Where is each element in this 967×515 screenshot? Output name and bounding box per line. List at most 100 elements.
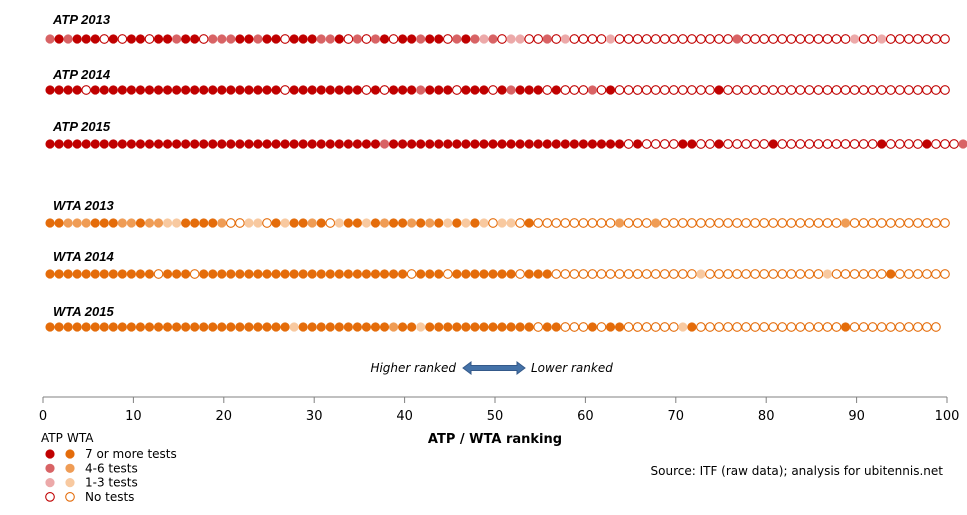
- dot-rank-58: [560, 269, 571, 279]
- series-label: WTA 2015: [53, 304, 114, 319]
- dot-rank-94: [885, 139, 896, 149]
- dot-rank-36: [361, 85, 372, 95]
- dot-rank-44: [434, 34, 444, 44]
- dot-rank-2: [54, 269, 64, 279]
- dot-rank-27: [280, 85, 290, 95]
- dot-rank-61: [587, 34, 598, 44]
- dot-rank-31: [316, 269, 326, 279]
- x-tick-label: 70: [668, 409, 685, 424]
- legend-label: 1-3 tests: [85, 476, 138, 490]
- dot-rank-65: [623, 34, 634, 44]
- dot-rank-15: [172, 139, 182, 149]
- dot-rank-60: [578, 269, 589, 279]
- dot-rank-1: [45, 139, 55, 149]
- dot-rank-99: [931, 34, 941, 44]
- dot-rank-55: [533, 322, 544, 332]
- dot-rank-57: [551, 269, 562, 279]
- dot-rank-70: [668, 85, 679, 95]
- dot-rank-61: [587, 322, 598, 332]
- dot-rank-25: [262, 85, 272, 95]
- dot-rank-38: [379, 34, 390, 44]
- dot-rank-37: [370, 218, 381, 228]
- dot-rank-80: [759, 269, 770, 279]
- dot-rank-99: [931, 85, 941, 95]
- dot-rank-73: [696, 85, 706, 95]
- dot-rank-27: [280, 139, 290, 149]
- dot-rank-77: [732, 218, 742, 228]
- dot-rank-100: [940, 139, 950, 149]
- dot-rank-62: [596, 139, 607, 149]
- dot-rank-63: [605, 34, 616, 44]
- dot-rank-78: [741, 139, 751, 149]
- dot-rank-28: [289, 85, 299, 95]
- dot-rank-68: [650, 85, 661, 95]
- source-note: Source: ITF (raw data); analysis for ubi…: [651, 464, 944, 478]
- dot-rank-89: [840, 139, 851, 149]
- dot-rank-47: [461, 34, 471, 44]
- dot-rank-84: [795, 269, 806, 279]
- dot-rank-21: [225, 218, 236, 228]
- dot-rank-20: [217, 269, 227, 279]
- dot-rank-91: [858, 34, 869, 44]
- x-tick-label: 80: [758, 409, 775, 424]
- dot-rank-29: [298, 269, 308, 279]
- dot-rank-36: [361, 269, 372, 279]
- series-label: ATP 2013: [52, 12, 111, 27]
- dot-rank-80: [759, 322, 770, 332]
- dot-rank-58: [560, 139, 570, 149]
- dot-rank-35: [352, 85, 363, 95]
- dot-rank-82: [777, 218, 788, 228]
- dot-rank-92: [867, 85, 878, 95]
- dot-rank-68: [650, 322, 661, 332]
- legend-marker-atp: [45, 478, 55, 488]
- dot-rank-26: [271, 139, 281, 149]
- dot-rank-47: [461, 322, 471, 332]
- dot-rank-11: [135, 139, 146, 149]
- dot-rank-72: [687, 269, 697, 279]
- dot-rank-17: [190, 218, 200, 228]
- dot-rank-31: [316, 34, 326, 44]
- dot-rank-81: [768, 322, 779, 332]
- dot-rank-49: [479, 139, 489, 149]
- dot-rank-62: [596, 85, 607, 95]
- dot-rank-48: [470, 218, 480, 228]
- dot-rank-72: [687, 218, 697, 228]
- dot-rank-40: [398, 218, 408, 228]
- dot-rank-28: [289, 139, 299, 149]
- dot-rank-38: [379, 322, 390, 332]
- dot-rank-69: [659, 218, 670, 228]
- dot-rank-79: [750, 322, 761, 332]
- series-row-atp-2014: ATP 2014: [45, 67, 950, 95]
- dot-rank-51: [497, 85, 507, 95]
- series-row-wta-2015: WTA 2015: [45, 304, 941, 332]
- dot-rank-52: [506, 269, 516, 279]
- dot-rank-96: [903, 269, 914, 279]
- dot-rank-18: [199, 322, 209, 332]
- direction-annotation: Higher ranked Lower ranked: [370, 361, 613, 375]
- dot-rank-1: [45, 269, 55, 279]
- dot-rank-71: [677, 34, 688, 44]
- dot-rank-2: [54, 322, 64, 332]
- dot-rank-36: [361, 34, 372, 44]
- dot-rank-41: [407, 322, 417, 332]
- dot-rank-52: [506, 139, 516, 149]
- dot-rank-5: [81, 269, 91, 279]
- dot-rank-45: [443, 85, 453, 95]
- dot-rank-28: [289, 322, 299, 332]
- dot-rank-57: [551, 322, 561, 332]
- dot-rank-91: [858, 322, 869, 332]
- dot-rank-23: [244, 322, 254, 332]
- dot-rank-71: [677, 269, 688, 279]
- dot-rank-71: [678, 322, 688, 332]
- dot-rank-35: [352, 139, 363, 149]
- dot-rank-14: [162, 269, 173, 279]
- dot-rank-32: [325, 34, 335, 44]
- dot-rank-83: [786, 269, 797, 279]
- dot-rank-100: [940, 269, 950, 279]
- dot-rank-7: [99, 322, 109, 332]
- dot-rank-53: [515, 269, 525, 279]
- dot-rank-58: [560, 322, 571, 332]
- dot-rank-51: [497, 139, 507, 149]
- dot-rank-6: [90, 218, 100, 228]
- dot-rank-98: [922, 322, 932, 332]
